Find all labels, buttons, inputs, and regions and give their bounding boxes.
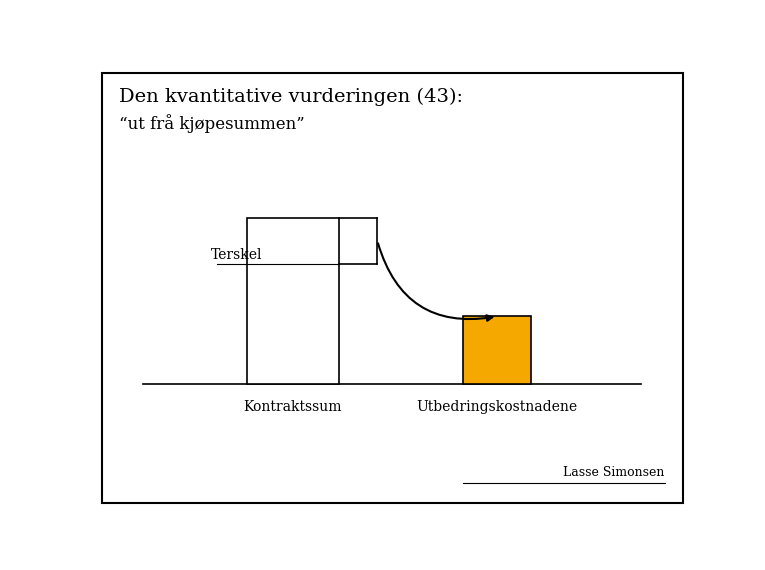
Text: Lasse Simonsen: Lasse Simonsen [563,466,665,479]
Bar [247,218,339,384]
Text: Terskel: Terskel [211,247,262,262]
Text: Den kvantitative vurderingen (43):: Den kvantitative vurderingen (43): [119,88,464,107]
Text: Kontraktssum: Kontraktssum [243,400,342,414]
Bar [463,316,532,384]
Text: Utbedringskostnadene: Utbedringskostnadene [417,400,578,414]
Text: “ut frå kjøpesummen”: “ut frå kjøpesummen” [119,115,305,133]
